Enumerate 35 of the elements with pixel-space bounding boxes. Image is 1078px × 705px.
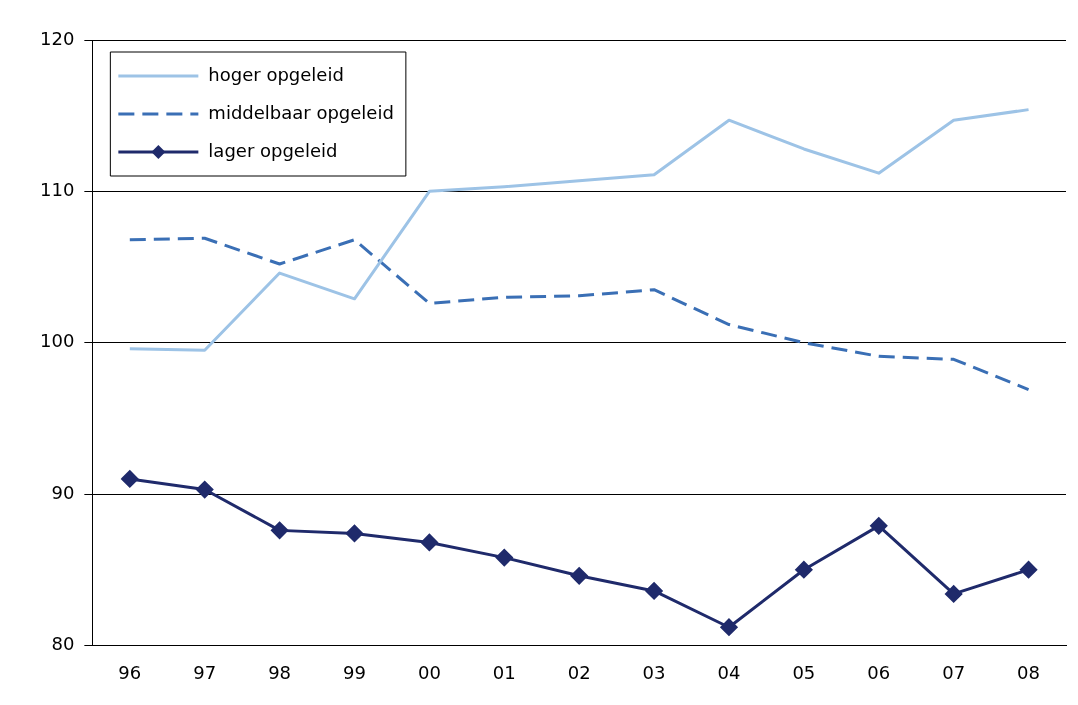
point (570, 567, 588, 585)
y-tick-label: 120 (40, 27, 75, 49)
y-tick-label: 90 (51, 481, 75, 503)
x-tick-label: 97 (193, 661, 217, 683)
x-tick-label: 04 (717, 661, 741, 683)
x-tick-label: 01 (492, 661, 516, 683)
x-tick-label: 07 (942, 661, 966, 683)
point (121, 470, 139, 488)
y-tick-label: 110 (40, 179, 75, 201)
legend-label: hoger opgeleid (208, 63, 344, 85)
point (645, 582, 663, 600)
line-series (128, 236, 1031, 392)
point (870, 517, 888, 535)
point (495, 549, 513, 567)
y-tick-label: 80 (51, 633, 75, 655)
x-tick-label: 06 (867, 661, 891, 683)
point (795, 561, 813, 579)
x-tick-label: 03 (642, 661, 666, 683)
point (196, 481, 214, 499)
x-tick-label: 00 (417, 661, 441, 683)
point (345, 524, 363, 542)
y-tick-label: 100 (40, 330, 75, 352)
point (1020, 561, 1038, 579)
legend-label: lager opgeleid (208, 139, 338, 161)
point (720, 618, 738, 636)
point (945, 585, 963, 603)
x-tick-label: 98 (268, 661, 292, 683)
legend-label: middelbaar opgeleid (208, 101, 394, 123)
point (420, 533, 438, 551)
x-tick-label: 96 (118, 661, 142, 683)
x-tick-label: 05 (792, 661, 816, 683)
x-tick-label: 08 (1017, 661, 1041, 683)
x-tick-label: 99 (343, 661, 366, 683)
point (271, 521, 289, 539)
x-tick-label: 02 (567, 661, 591, 683)
